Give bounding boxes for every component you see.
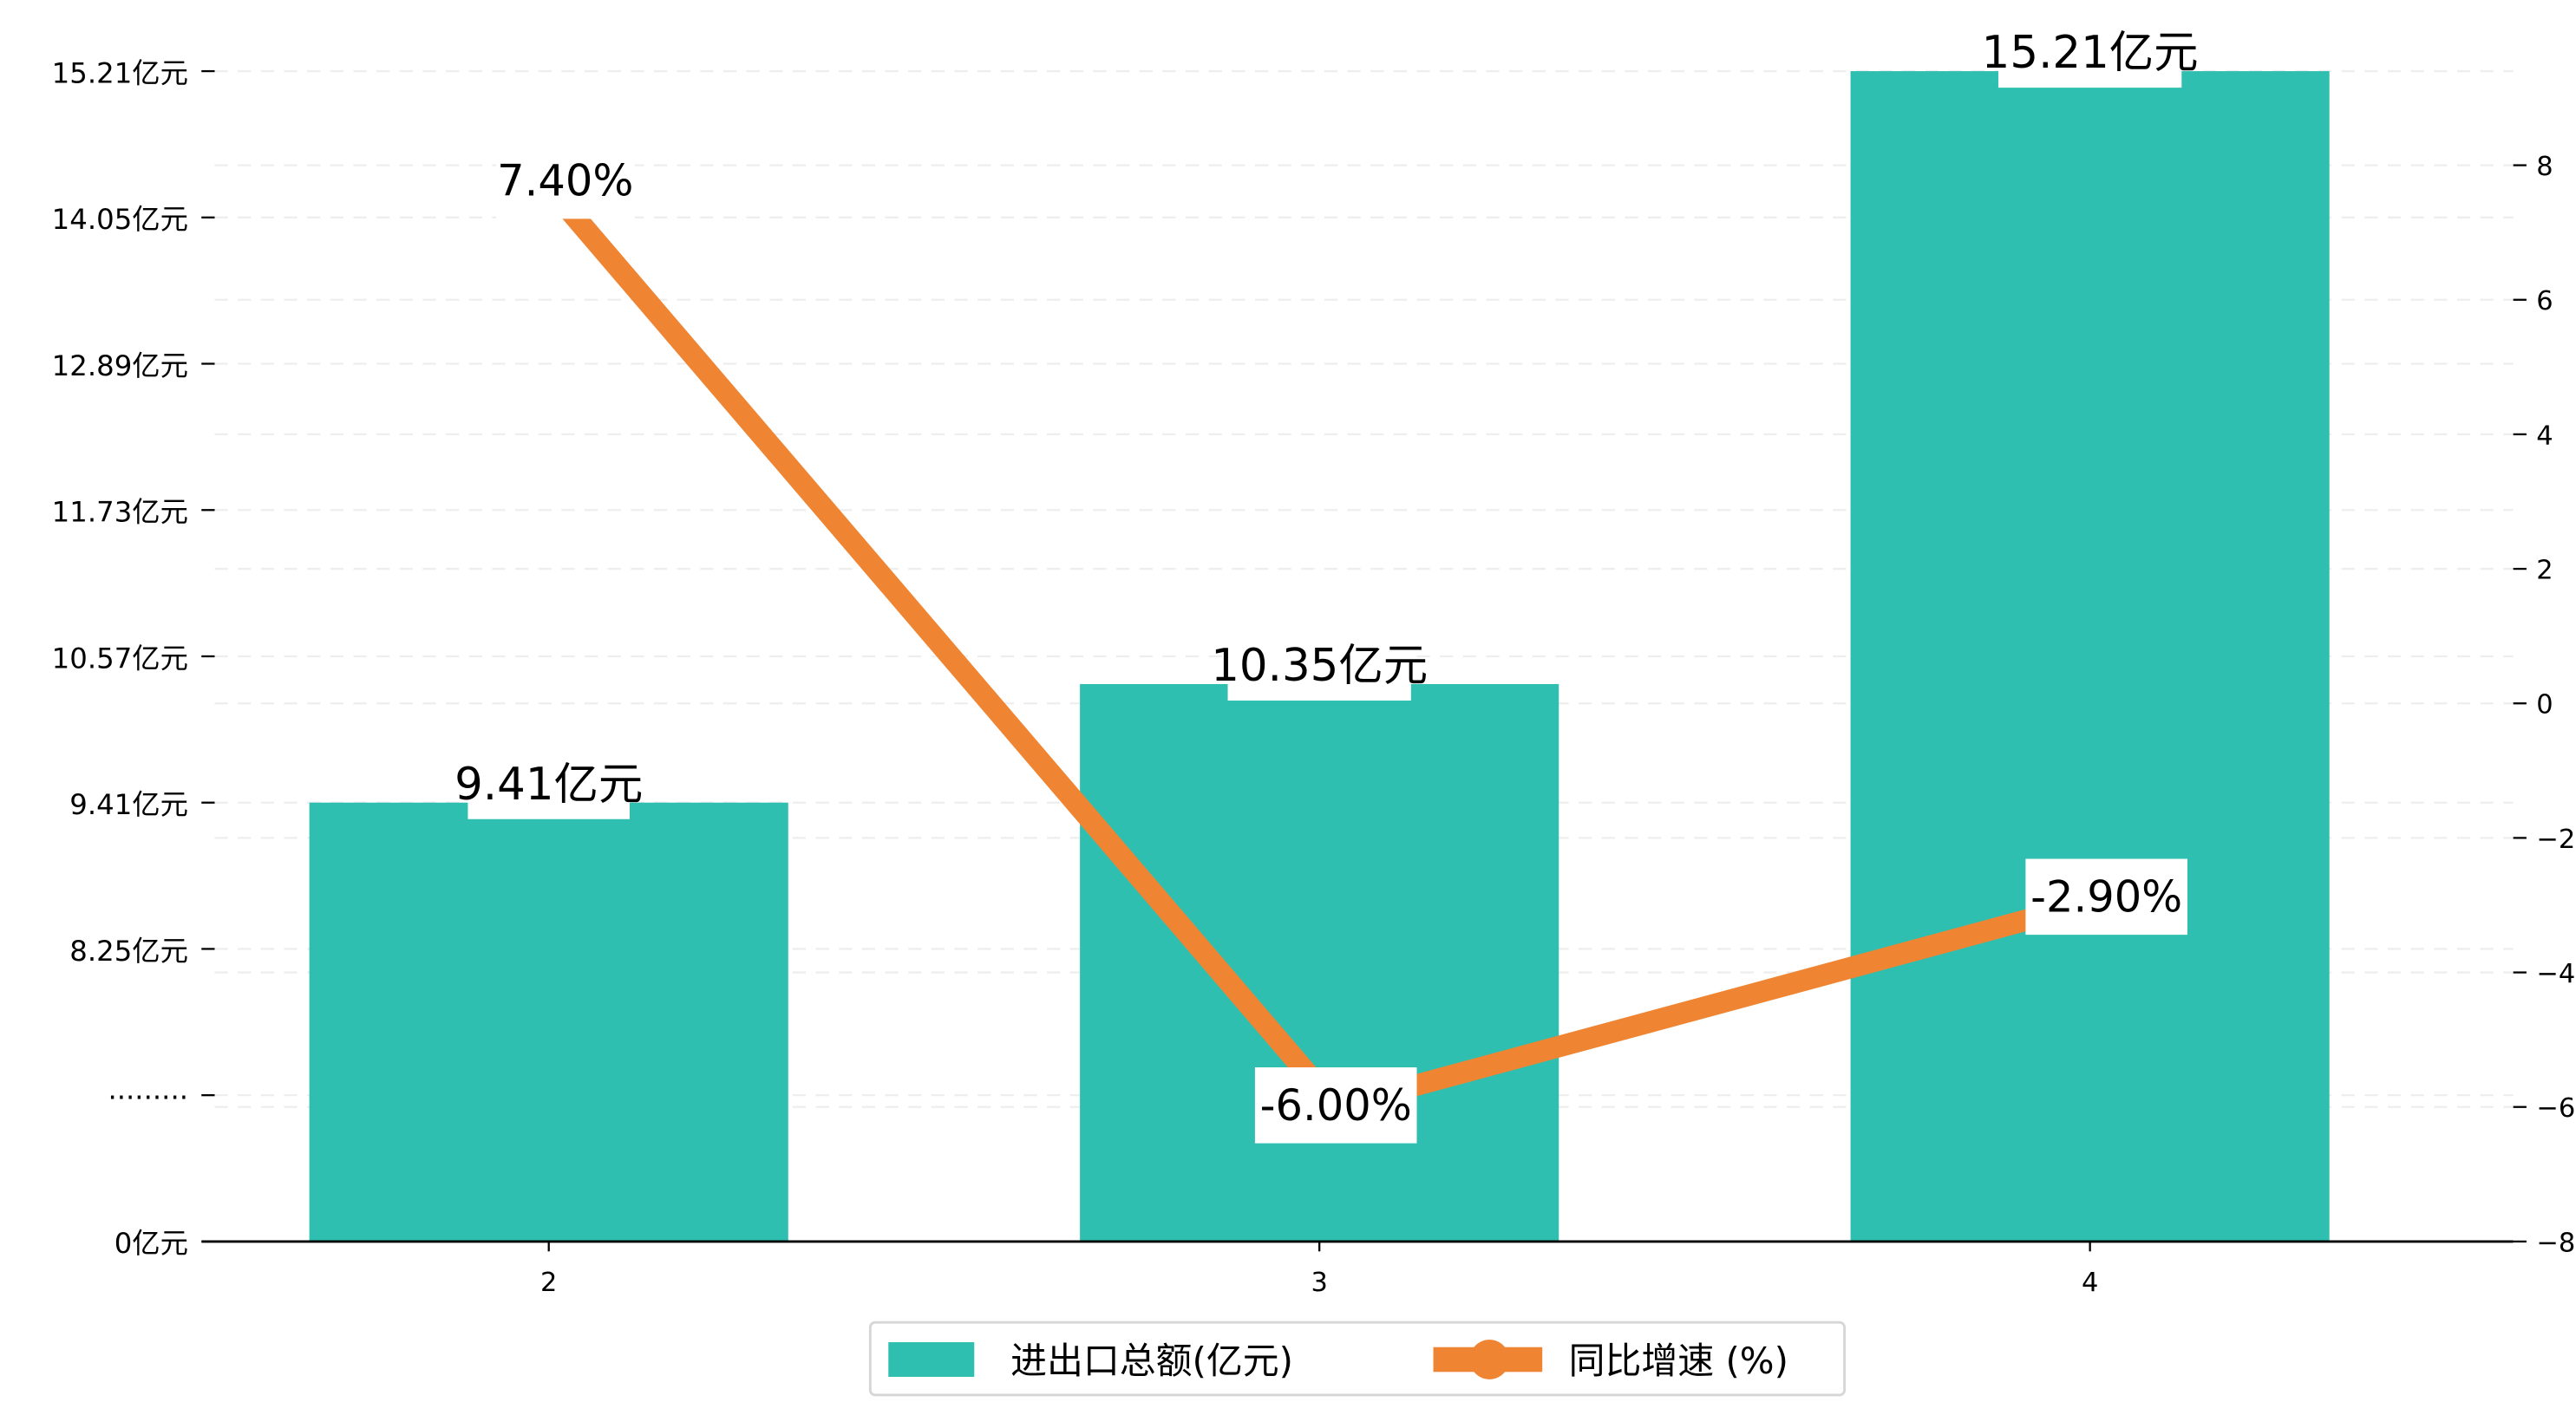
left-tick-label: ········· bbox=[108, 1080, 188, 1113]
bar bbox=[309, 802, 788, 1242]
left-tick-label: 14.05亿元 bbox=[52, 203, 188, 236]
right-tick-label: 6 bbox=[2536, 286, 2553, 316]
right-tick-label: 0 bbox=[2536, 690, 2553, 721]
bar bbox=[1850, 71, 2330, 1242]
x-tick-label: 3 bbox=[1311, 1268, 1327, 1298]
line-label-bg bbox=[1254, 1067, 1417, 1144]
legend-swatch-bar bbox=[888, 1342, 975, 1378]
bar-label-bg bbox=[467, 753, 630, 819]
bar-label: 9.41亿元 bbox=[454, 759, 643, 811]
x-tick-label: 2 bbox=[540, 1268, 557, 1298]
left-tick-label: 0亿元 bbox=[114, 1227, 188, 1260]
left-tick-label: 15.21亿元 bbox=[52, 56, 188, 89]
bar bbox=[1080, 683, 1559, 1242]
bar-label: 15.21亿元 bbox=[1982, 27, 2199, 79]
bar-label: 10.35亿元 bbox=[1211, 640, 1428, 692]
right-tick-label: −2 bbox=[2536, 825, 2575, 855]
right-tick-label: −6 bbox=[2536, 1093, 2575, 1124]
bar-label-bg bbox=[1227, 634, 1411, 701]
line-label: -2.90% bbox=[2030, 871, 2182, 922]
legend-marker-line bbox=[1469, 1340, 1510, 1379]
bar-label-bg bbox=[1997, 21, 2182, 88]
legend: 进出口总额(亿元) 同比增速 (%) bbox=[868, 1320, 1847, 1397]
bars bbox=[309, 71, 2330, 1242]
left-tick-label: 10.57亿元 bbox=[52, 642, 188, 675]
line-label-bg bbox=[2025, 858, 2187, 936]
axes: 0亿元 ········· 8.25亿元 9.41亿元 10.57亿元 11.73亿元 12… bbox=[52, 56, 2576, 1298]
right-tick-label: −8 bbox=[2536, 1228, 2575, 1258]
line-label-bg bbox=[495, 142, 635, 219]
line-label: 7.40% bbox=[497, 156, 633, 206]
right-tick-label: 8 bbox=[2536, 152, 2553, 182]
line-label: -6.00% bbox=[1260, 1080, 1412, 1131]
right-tick-label: 2 bbox=[2536, 556, 2553, 586]
left-tick-label: 9.41亿元 bbox=[69, 788, 188, 821]
left-tick-label: 8.25亿元 bbox=[69, 935, 188, 968]
right-tick-label: 4 bbox=[2536, 421, 2553, 451]
left-tick-label: 12.89亿元 bbox=[52, 349, 188, 382]
legend-label-bar: 进出口总额(亿元) bbox=[1010, 1340, 1293, 1382]
legend-label-line: 同比增速 (%) bbox=[1569, 1340, 1788, 1382]
right-tick-label: −4 bbox=[2536, 959, 2575, 989]
x-tick-label: 4 bbox=[2082, 1268, 2098, 1298]
left-tick-label: 11.73亿元 bbox=[52, 496, 188, 529]
data-labels: 9.41亿元 10.35亿元 15.21亿元 7.40% -6.00% -2.90% bbox=[454, 21, 2199, 1144]
